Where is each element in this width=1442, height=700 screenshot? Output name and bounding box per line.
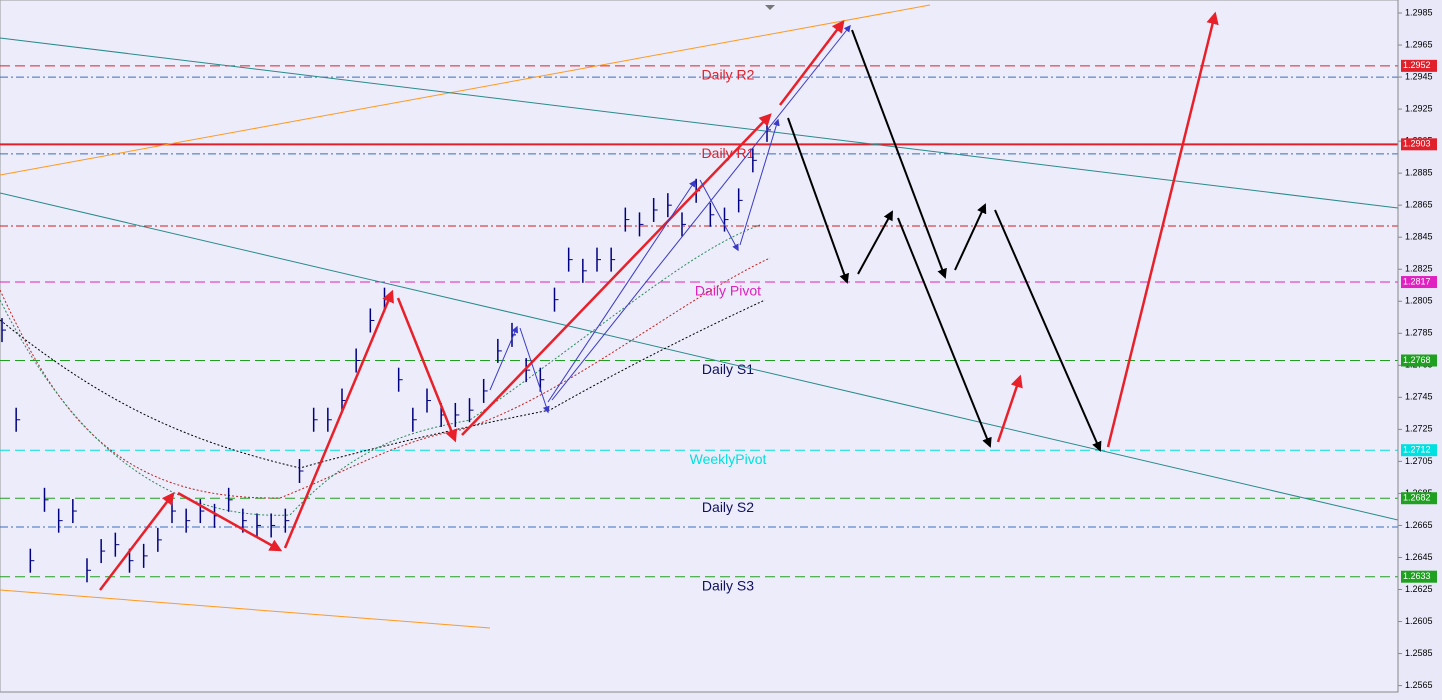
price-box-label: 1.2768 (1403, 355, 1431, 365)
ma-line (0, 299, 766, 469)
level-label: Daily R1 (702, 145, 755, 161)
y-tick-label: 1.2885 (1405, 168, 1433, 178)
ma-line (0, 257, 771, 499)
price-box-label: 1.2817 (1403, 276, 1431, 286)
price-box (1401, 444, 1437, 457)
y-tick-label: 1.2805 (1405, 296, 1433, 306)
arrow (461, 113, 772, 436)
y-tick-label: 1.2645 (1405, 552, 1433, 562)
y-tick-label: 1.2705 (1405, 456, 1433, 466)
y-tick-label: 1.2825 (1405, 264, 1433, 274)
arrow (699, 179, 739, 252)
level-label: Daily S1 (702, 361, 754, 377)
price-box (1401, 276, 1437, 289)
arrow (177, 491, 283, 552)
arrow (897, 217, 992, 448)
arrow (283, 289, 394, 549)
y-tick-label: 1.2725 (1405, 424, 1433, 434)
price-box-label: 1.2952 (1403, 60, 1431, 70)
trendlines (0, 4, 1399, 629)
arrows (99, 11, 1219, 591)
scroll-marker (765, 5, 775, 10)
arrow (519, 327, 550, 414)
arrow (547, 179, 696, 403)
arrow (996, 374, 1023, 443)
plot-area (0, 0, 1399, 693)
trendline (0, 4, 931, 176)
ma-line (0, 224, 761, 516)
arrow (954, 203, 987, 271)
y-tick-label: 1.2965 (1405, 39, 1433, 49)
level-label: Daily R2 (702, 67, 755, 83)
price-box-label: 1.2682 (1403, 493, 1431, 503)
arrow (787, 117, 849, 284)
y-tick-label: 1.2665 (1405, 520, 1433, 530)
trendline (0, 37, 1399, 209)
arrows (489, 24, 851, 414)
price-box (1401, 492, 1437, 505)
level-label: WeeklyPivot (690, 451, 767, 467)
price-box (1401, 138, 1437, 151)
price-box (1401, 59, 1437, 72)
arrow (851, 29, 947, 279)
y-tick-label: 1.2625 (1405, 584, 1433, 594)
y-tick-label: 1.2565 (1405, 680, 1433, 690)
level-label: Daily Pivot (695, 283, 761, 299)
arrow (994, 209, 1102, 452)
moving-averages (0, 224, 771, 516)
arrow (489, 325, 519, 391)
arrow (1106, 11, 1219, 448)
arrow (396, 297, 458, 443)
y-tick-label: 1.2605 (1405, 616, 1433, 626)
y-tick-label: 1.2865 (1405, 200, 1433, 210)
arrow (857, 210, 893, 275)
y-tick-label: 1.2845 (1405, 232, 1433, 242)
price-box-label: 1.2712 (1403, 445, 1431, 455)
arrow (99, 492, 175, 591)
arrow (551, 24, 851, 401)
price-box-label: 1.2903 (1403, 139, 1431, 149)
trendline (0, 589, 491, 629)
level-label: Daily S2 (702, 499, 754, 515)
arrow (739, 118, 780, 246)
y-tick-label: 1.2745 (1405, 392, 1433, 402)
y-tick-label: 1.2585 (1405, 648, 1433, 658)
arrow (779, 20, 845, 106)
arrows (787, 29, 1102, 452)
level-label: Daily S3 (702, 577, 754, 593)
trendline (0, 192, 1399, 521)
price-box-label: 1.2633 (1403, 571, 1431, 581)
price-box (1401, 354, 1437, 367)
y-tick-label: 1.2785 (1405, 328, 1433, 338)
price-box (1401, 570, 1437, 583)
y-tick-label: 1.2925 (1405, 103, 1433, 113)
y-tick-label: 1.2985 (1405, 7, 1433, 17)
y-tick-label: 1.2945 (1405, 71, 1433, 81)
